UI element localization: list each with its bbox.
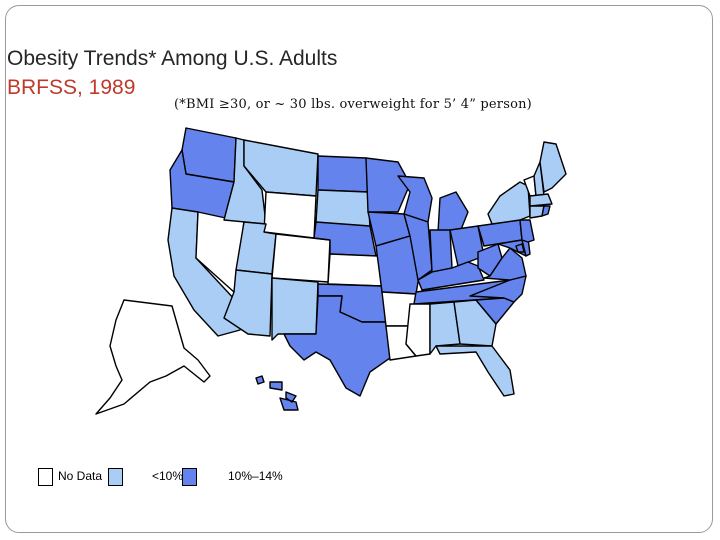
state-KS (327, 253, 383, 287)
state-HI (255, 375, 299, 411)
state-MS (405, 303, 431, 357)
legend-swatch-under-10 (108, 468, 123, 486)
map-legend: No Data <10% 10%–14% (36, 466, 336, 490)
legend-label-under-10: <10% (152, 469, 182, 483)
legend-swatch-10-14 (182, 468, 197, 486)
state-ND (317, 155, 369, 193)
state-AZ (223, 269, 273, 337)
state-WA (181, 127, 237, 183)
state-KY (417, 261, 485, 291)
state-FL (435, 345, 515, 397)
state-DC (515, 243, 525, 253)
state-WY (263, 191, 317, 239)
state-NM (271, 277, 319, 341)
bmi-footnote: (*BMI ≥30, or ~ 30 lbs. overweight for 5… (174, 97, 532, 112)
slide-title-year: BRFSS, 1989 (7, 76, 136, 99)
legend-label-no-data: No Data (58, 469, 103, 483)
state-ME (539, 141, 567, 193)
state-MI (437, 191, 469, 233)
state-IL (403, 213, 433, 281)
legend-swatch-no-data (38, 468, 53, 486)
state-TX (283, 295, 391, 397)
state-AK (95, 299, 211, 415)
state-MO (375, 235, 421, 295)
state-IN (429, 229, 453, 273)
state-CO (271, 233, 331, 283)
state-AL (429, 301, 461, 355)
state-NY (487, 181, 531, 225)
state-RI (541, 205, 551, 217)
state-MN (365, 157, 411, 213)
state-MA (529, 193, 553, 207)
state-VA (483, 247, 527, 281)
slide-title: Obesity Trends* Among U.S. Adults (7, 47, 338, 70)
state-NJ (519, 219, 535, 243)
legend-label-10-14: 10%–14% (228, 469, 283, 483)
